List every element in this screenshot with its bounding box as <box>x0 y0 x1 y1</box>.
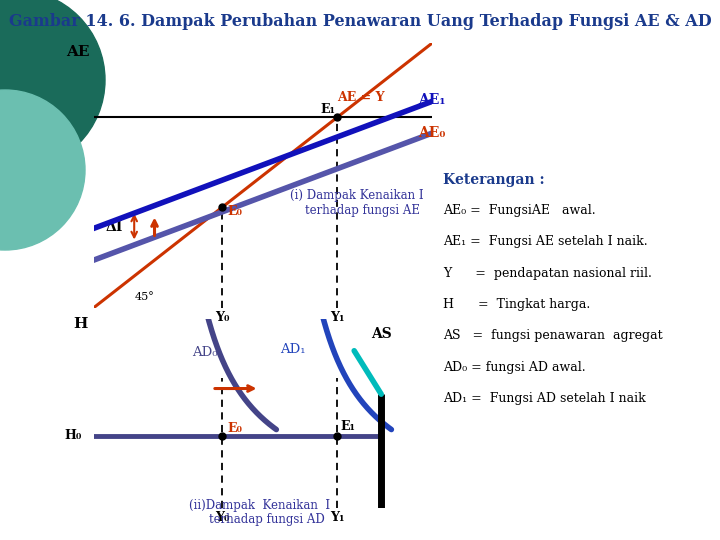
Text: Y₁: Y₁ <box>330 511 344 524</box>
Text: AD₀ = fungsi AD awal.: AD₀ = fungsi AD awal. <box>443 361 585 374</box>
Text: E₁: E₁ <box>320 103 336 116</box>
Circle shape <box>0 0 105 170</box>
Text: E₀: E₀ <box>228 205 242 218</box>
Text: H: H <box>73 317 88 331</box>
Text: (ii)Dampak  Kenaikan  I
    terhadap fungsi AD: (ii)Dampak Kenaikan I terhadap fungsi AD <box>189 498 330 526</box>
Text: H      =  Tingkat harga.: H = Tingkat harga. <box>443 298 590 311</box>
Text: 45°: 45° <box>134 292 154 302</box>
Text: Y₀: Y₀ <box>215 311 230 324</box>
Text: AD₁ =  Fungsi AD setelah I naik: AD₁ = Fungsi AD setelah I naik <box>443 392 646 405</box>
Text: (i) Dampak Kenaikan I
    terhadap fungsi AE: (i) Dampak Kenaikan I terhadap fungsi AE <box>290 189 423 217</box>
Text: AD₀: AD₀ <box>192 346 217 360</box>
Text: AS   =  fungsi penawaran  agregat: AS = fungsi penawaran agregat <box>443 329 662 342</box>
Text: Y      =  pendapatan nasional riil.: Y = pendapatan nasional riil. <box>443 267 652 280</box>
Text: Keterangan :: Keterangan : <box>443 173 544 187</box>
Text: AE₁ =  Fungsi AE setelah I naik.: AE₁ = Fungsi AE setelah I naik. <box>443 235 647 248</box>
Circle shape <box>0 90 85 250</box>
Text: AE₁: AE₁ <box>418 93 446 107</box>
Text: AE: AE <box>66 45 90 59</box>
Text: AD₁: AD₁ <box>279 342 305 356</box>
Text: AE₀: AE₀ <box>418 126 446 140</box>
Text: AE₀ =  FungsiAE   awal.: AE₀ = FungsiAE awal. <box>443 204 595 217</box>
Text: Y₁: Y₁ <box>330 311 344 324</box>
Text: AE = Y: AE = Y <box>337 91 385 104</box>
Text: AS: AS <box>371 327 392 341</box>
Text: ΔI: ΔI <box>105 220 122 233</box>
Text: E₀: E₀ <box>228 422 242 435</box>
Text: Y₀: Y₀ <box>215 511 230 524</box>
Text: Gambar 14. 6. Dampak Perubahan Penawaran Uang Terhadap Fungsi AE & AD: Gambar 14. 6. Dampak Perubahan Penawaran… <box>9 14 711 30</box>
Text: E₁: E₁ <box>341 420 356 433</box>
Text: H₀: H₀ <box>64 429 82 442</box>
